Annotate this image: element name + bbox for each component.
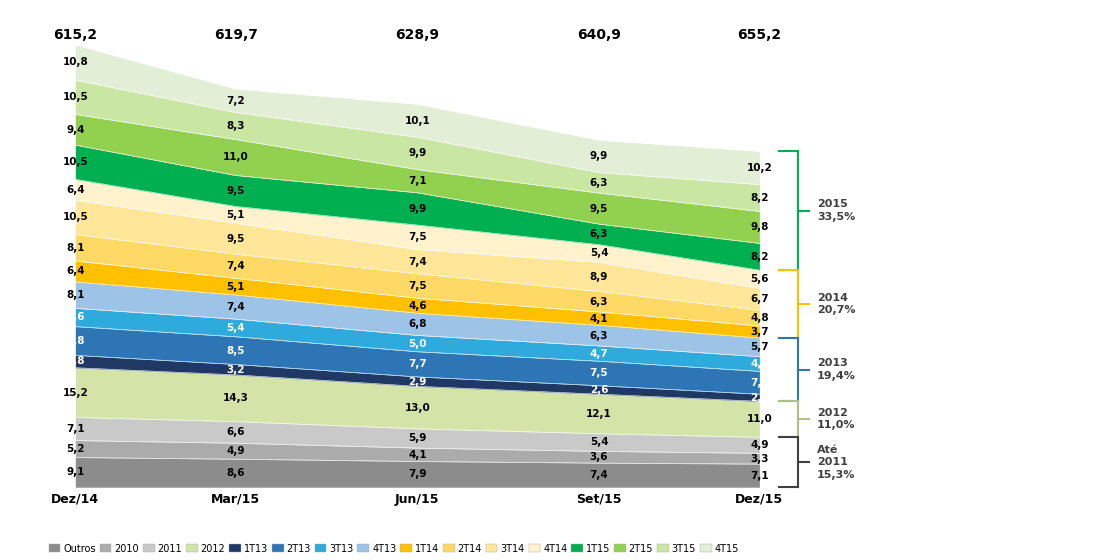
Text: 7,5: 7,5 — [590, 368, 608, 379]
Text: 10,1: 10,1 — [405, 116, 430, 125]
Text: 2012
11,0%: 2012 11,0% — [817, 408, 856, 431]
Text: 5,7: 5,7 — [750, 342, 769, 352]
Text: 4,1: 4,1 — [590, 314, 608, 324]
Text: 5,2: 5,2 — [66, 444, 84, 454]
Text: 7,4: 7,4 — [408, 256, 427, 267]
Text: 8,2: 8,2 — [750, 251, 769, 262]
Text: 6,3: 6,3 — [590, 297, 608, 306]
Text: 6,3: 6,3 — [590, 330, 608, 340]
Text: 9,4: 9,4 — [66, 125, 84, 135]
Text: 2014
20,7%: 2014 20,7% — [817, 293, 856, 315]
Text: 8,8: 8,8 — [66, 336, 84, 346]
Text: 4,9: 4,9 — [750, 440, 769, 450]
Text: 7,1: 7,1 — [750, 470, 769, 480]
Text: 3,3: 3,3 — [750, 454, 769, 464]
Text: 7,4: 7,4 — [226, 261, 245, 271]
Text: 628,9: 628,9 — [395, 28, 440, 42]
Text: 15,2: 15,2 — [62, 388, 89, 398]
Text: 3,7: 3,7 — [750, 327, 769, 337]
Text: 9,8: 9,8 — [750, 222, 769, 232]
Text: 4,9: 4,9 — [226, 446, 245, 456]
Text: 10,2: 10,2 — [746, 163, 772, 173]
Text: 11,0: 11,0 — [223, 152, 248, 162]
Text: 9,9: 9,9 — [590, 151, 608, 161]
Text: 615,2: 615,2 — [54, 28, 97, 42]
Text: 7,1: 7,1 — [408, 176, 427, 186]
Text: 2,6: 2,6 — [590, 385, 608, 395]
Text: 4,8: 4,8 — [750, 313, 769, 323]
Text: 10,5: 10,5 — [62, 157, 89, 167]
Text: 6,7: 6,7 — [750, 295, 769, 304]
Text: 4,7: 4,7 — [590, 348, 608, 358]
Text: 4,6: 4,6 — [408, 301, 427, 311]
Text: 13,0: 13,0 — [405, 403, 430, 413]
Text: 9,5: 9,5 — [226, 186, 245, 196]
Text: 14,3: 14,3 — [223, 393, 248, 403]
Text: 4,5: 4,5 — [750, 359, 769, 369]
Text: 619,7: 619,7 — [213, 28, 257, 42]
Text: 9,9: 9,9 — [408, 148, 427, 158]
Legend: Outros, 2010, 2011, 2012, 1T13, 2T13, 3T13, 4T13, 1T14, 2T14, 3T14, 4T14, 1T15, : Outros, 2010, 2011, 2012, 1T13, 2T13, 3T… — [45, 540, 743, 558]
Text: 11,0: 11,0 — [746, 414, 772, 424]
Text: 2015
33,5%: 2015 33,5% — [817, 199, 856, 222]
Text: 5,6: 5,6 — [66, 312, 84, 323]
Text: 7,5: 7,5 — [408, 232, 427, 242]
Text: 2013
19,4%: 2013 19,4% — [817, 358, 856, 381]
Text: 6,6: 6,6 — [226, 427, 245, 437]
Text: 7,0: 7,0 — [750, 378, 769, 388]
Text: 12,1: 12,1 — [586, 409, 612, 419]
Text: 5,4: 5,4 — [590, 249, 608, 258]
Text: 6,4: 6,4 — [66, 267, 84, 277]
Text: Até
2011
15,3%: Até 2011 15,3% — [817, 445, 856, 479]
Text: 7,5: 7,5 — [408, 281, 427, 291]
Text: 2,9: 2,9 — [408, 376, 427, 386]
Text: 7,4: 7,4 — [590, 470, 608, 480]
Text: 7,7: 7,7 — [408, 360, 427, 369]
Text: 9,5: 9,5 — [226, 234, 245, 244]
Text: 655,2: 655,2 — [737, 28, 781, 42]
Text: 6,4: 6,4 — [66, 185, 84, 195]
Text: 5,0: 5,0 — [408, 339, 427, 348]
Text: 7,1: 7,1 — [66, 424, 84, 434]
Text: 8,3: 8,3 — [226, 121, 245, 131]
Text: 6,3: 6,3 — [590, 178, 608, 188]
Text: 5,6: 5,6 — [750, 274, 769, 284]
Text: 5,4: 5,4 — [226, 323, 245, 333]
Text: 5,1: 5,1 — [226, 210, 245, 220]
Text: 8,1: 8,1 — [66, 290, 84, 300]
Text: 5,1: 5,1 — [226, 282, 245, 292]
Text: 2,2: 2,2 — [750, 393, 769, 403]
Text: 7,9: 7,9 — [408, 469, 427, 479]
Text: 10,5: 10,5 — [62, 92, 89, 102]
Text: 8,5: 8,5 — [226, 346, 245, 356]
Text: 8,2: 8,2 — [750, 193, 769, 203]
Text: 8,9: 8,9 — [590, 272, 608, 282]
Text: 3,8: 3,8 — [66, 357, 84, 366]
Text: 10,5: 10,5 — [62, 212, 89, 222]
Text: 10,8: 10,8 — [62, 58, 89, 67]
Text: 5,4: 5,4 — [590, 437, 608, 447]
Text: 5,9: 5,9 — [408, 433, 427, 444]
Text: 8,6: 8,6 — [226, 468, 245, 478]
Text: 3,6: 3,6 — [590, 452, 608, 462]
Text: 6,3: 6,3 — [590, 230, 608, 239]
Text: 3,2: 3,2 — [226, 365, 245, 375]
Text: 9,9: 9,9 — [408, 204, 427, 214]
Text: 4,1: 4,1 — [408, 450, 427, 460]
Text: 9,1: 9,1 — [66, 468, 84, 477]
Text: 9,5: 9,5 — [590, 203, 608, 213]
Text: 7,4: 7,4 — [226, 302, 245, 312]
Text: 640,9: 640,9 — [578, 28, 621, 42]
Text: 6,8: 6,8 — [408, 319, 427, 329]
Text: 8,1: 8,1 — [66, 242, 84, 253]
Text: 7,2: 7,2 — [226, 96, 245, 106]
